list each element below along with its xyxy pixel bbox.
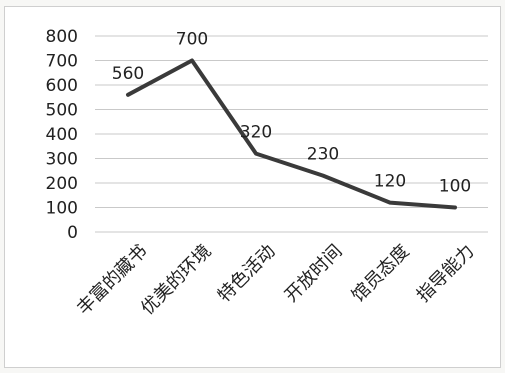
data-label: 100 [439, 177, 471, 197]
y-tick-label: 0 [67, 223, 78, 243]
y-tick-label: 400 [46, 125, 78, 145]
data-point [321, 174, 325, 178]
data-labels: 560 700 320 230 120 100 [112, 30, 471, 197]
data-label: 320 [240, 123, 272, 143]
data-label: 120 [374, 172, 406, 192]
data-point [190, 59, 194, 62]
y-axis-tick-labels: 0 100 200 300 400 500 600 700 800 [46, 27, 78, 243]
gridlines [95, 35, 488, 233]
data-label: 230 [307, 145, 339, 165]
data-label: 560 [112, 64, 144, 84]
series-line-layer [126, 58, 457, 210]
y-tick-label: 600 [46, 76, 78, 96]
y-tick-label: 100 [46, 199, 78, 219]
y-tick-label: 200 [46, 174, 78, 194]
y-tick-label: 700 [46, 52, 78, 72]
data-point [453, 206, 457, 209]
chart-frame [4, 6, 501, 368]
data-point [254, 152, 258, 156]
y-tick-label: 500 [46, 101, 78, 121]
data-label: 700 [176, 30, 208, 50]
x-tick-label: 开放时间 [281, 241, 347, 307]
series-line [126, 58, 457, 210]
data-point [126, 93, 130, 97]
x-tick-label: 馆员态度 [348, 241, 414, 307]
x-tick-label: 特色活动 [214, 241, 280, 307]
x-tick-label: 优美的环境 [137, 241, 215, 319]
y-tick-label: 300 [46, 150, 78, 170]
y-tick-label: 800 [46, 27, 78, 47]
data-point [388, 201, 392, 205]
x-tick-label: 指导能力 [413, 241, 479, 307]
